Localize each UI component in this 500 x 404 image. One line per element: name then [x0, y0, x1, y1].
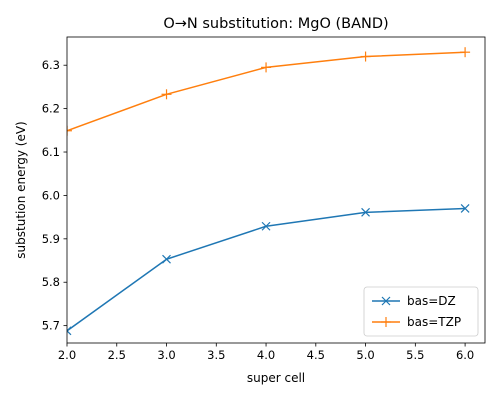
legend-label: bas=DZ: [407, 294, 456, 308]
x-tick-label: 2.0: [58, 348, 76, 362]
chart-title: O→N substitution: MgO (BAND): [163, 16, 388, 32]
x-tick-label: 3.0: [157, 348, 175, 362]
legend-marker: [381, 296, 391, 306]
legend-entry: bas=DZ: [372, 294, 456, 308]
x-tick-label: 4.5: [307, 348, 325, 362]
x-tick-label: 6.0: [456, 348, 474, 362]
y-tick-label: 6.0: [42, 188, 60, 202]
plot-area: [67, 47, 471, 336]
y-axis-label: substution energy (eV): [14, 121, 28, 258]
legend-marker: [381, 317, 391, 327]
data-point: [460, 204, 470, 213]
series-group: [67, 47, 471, 336]
legend-box: [363, 286, 479, 337]
data-point: [261, 221, 271, 231]
x-tick-label: 5.0: [356, 348, 374, 362]
data-point: [161, 89, 172, 100]
y-tick-label: 6.1: [42, 145, 60, 159]
legend-entry: bas=TZP: [372, 315, 461, 329]
data-point: [460, 47, 471, 58]
y-tick-label: 6.2: [42, 102, 60, 116]
x-axis-label: super cell: [247, 371, 305, 385]
x-tick-label: 2.5: [108, 348, 126, 362]
data-point: [162, 254, 171, 264]
data-point: [67, 125, 72, 136]
y-tick-label: 5.8: [42, 275, 60, 289]
y-tick-label: 5.7: [42, 319, 60, 333]
x-tick-label: 4.0: [257, 348, 275, 362]
data-point: [361, 207, 370, 217]
data-point: [360, 51, 371, 62]
x-tick-label: 3.5: [207, 348, 225, 362]
legend: bas=DZ bas=TZP: [363, 286, 479, 337]
axes: 2.0 2.5 3.0 3.5 4.0 4.5 5.0 5.5 6.0 5.7 5.8 5.9 6.0 6…: [42, 36, 486, 362]
y-tick-label: 5.9: [42, 232, 60, 246]
y-tick-label: 6.3: [42, 58, 60, 72]
data-point: [67, 326, 72, 336]
legend-label: bas=TZP: [407, 315, 461, 329]
plot-frame: [66, 36, 486, 344]
x-tick-label: 5.5: [406, 348, 424, 362]
data-point: [261, 62, 272, 73]
